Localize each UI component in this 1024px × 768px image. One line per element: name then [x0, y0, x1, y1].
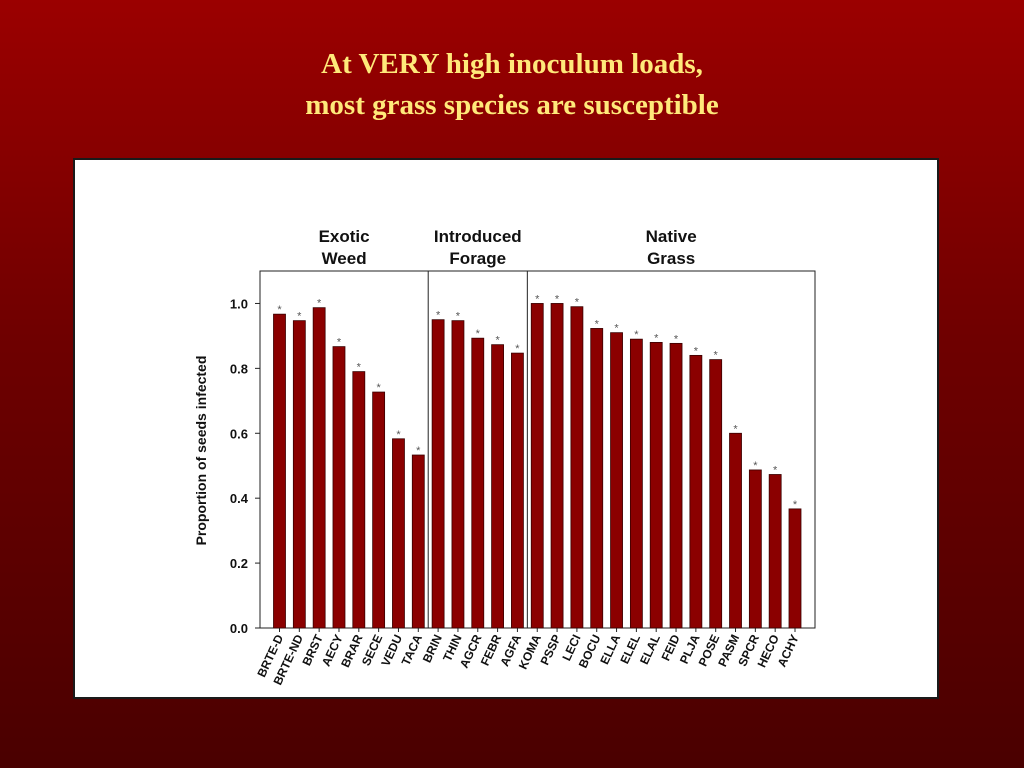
significance-marker: * — [317, 298, 322, 310]
bar-achy — [788, 508, 802, 629]
significance-marker: * — [476, 328, 481, 340]
slide-title-line1: At VERY high inoculum loads, — [321, 48, 703, 80]
bar-brar — [352, 371, 366, 629]
y-tick-label: 1.0 — [230, 296, 248, 311]
bar-sece — [372, 391, 386, 629]
bar-ella — [610, 332, 623, 629]
bar-bocu — [590, 328, 604, 629]
bar-feid — [669, 342, 683, 629]
significance-marker: * — [614, 323, 619, 335]
bar-aecy — [332, 346, 346, 629]
bar-brte-d — [273, 313, 286, 629]
bar-heco — [768, 474, 782, 629]
significance-marker: * — [793, 499, 798, 511]
y-axis-label: Proportion of seeds infected — [193, 356, 209, 546]
significance-marker: * — [733, 423, 738, 435]
significance-marker: * — [694, 345, 699, 357]
significance-marker: * — [595, 318, 600, 330]
significance-marker: * — [753, 460, 758, 472]
chart-panel: Exotic Weed Introduced Forage Native Grass 0.0… — [73, 158, 939, 699]
significance-marker: * — [337, 337, 342, 349]
significance-marker: * — [357, 362, 362, 374]
bar-elel — [629, 338, 643, 629]
significance-marker: * — [654, 332, 659, 344]
significance-marker: * — [714, 350, 719, 362]
significance-marker: * — [297, 311, 302, 323]
bar-plja — [689, 354, 703, 629]
significance-marker: * — [376, 382, 381, 394]
significance-marker: * — [396, 429, 401, 441]
group-label-line1: Exotic — [319, 227, 370, 246]
bar-agcr — [471, 337, 485, 629]
bar-taca — [411, 454, 425, 629]
significance-marker: * — [634, 329, 639, 341]
significance-marker: * — [773, 464, 778, 476]
y-tick-label: 0.6 — [230, 426, 248, 441]
significance-marker: * — [495, 335, 500, 347]
bar-brte-nd — [292, 320, 306, 629]
significance-marker: * — [277, 304, 282, 316]
significance-marker: * — [535, 293, 540, 305]
slide-title: At VERY high inoculum loads, most grass … — [0, 44, 1024, 126]
significance-marker: * — [456, 311, 461, 323]
bar-koma — [530, 303, 544, 629]
significance-marker: * — [436, 310, 441, 322]
bar-pssp — [550, 303, 564, 629]
significance-marker: * — [575, 297, 580, 309]
bar-vedu — [392, 438, 405, 629]
significance-marker: * — [674, 333, 679, 345]
bar-pose — [709, 359, 723, 629]
significance-marker: * — [515, 343, 520, 355]
significance-marker: * — [416, 445, 421, 457]
y-tick-label: 0.0 — [230, 621, 248, 636]
bar-brst — [312, 307, 326, 629]
group-label-line2: Grass — [647, 249, 695, 268]
bar-brin — [431, 319, 445, 629]
bar-febr — [491, 344, 504, 629]
bar-thin — [451, 320, 465, 629]
y-tick-label: 0.2 — [230, 556, 248, 571]
bar-leci — [570, 306, 584, 629]
y-tick-label: 0.4 — [230, 491, 249, 506]
group-label-line1: Native — [646, 227, 697, 246]
group-label-line2: Forage — [449, 249, 506, 268]
y-tick-label: 0.8 — [230, 361, 248, 376]
bar-elal — [649, 341, 663, 629]
slide-title-line2: most grass species are susceptible — [305, 89, 719, 121]
bar-agfa — [511, 352, 524, 629]
significance-marker: * — [555, 293, 560, 305]
bar-chart: Exotic Weed Introduced Forage Native Grass 0.0… — [193, 227, 816, 687]
bar-pasm — [729, 432, 742, 629]
group-label-line1: Introduced — [434, 227, 522, 246]
x-tick-label: BRIN — [420, 632, 445, 665]
group-label-line2: Weed — [322, 249, 367, 268]
bar-spcr — [748, 469, 762, 629]
